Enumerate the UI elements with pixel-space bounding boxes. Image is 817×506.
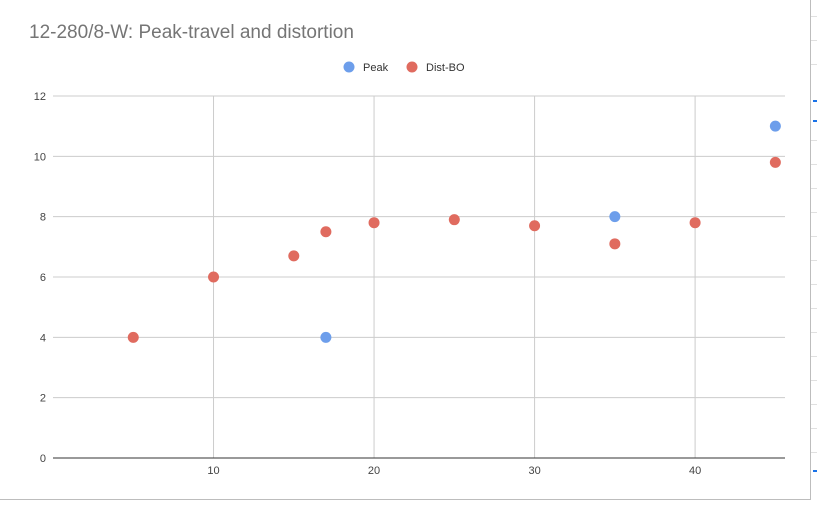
x-tick-label: 40 bbox=[689, 465, 701, 477]
y-tick-label: 0 bbox=[40, 453, 46, 465]
selection-handle-mark bbox=[813, 100, 817, 102]
points-layer bbox=[127, 120, 781, 343]
data-point-peak bbox=[320, 331, 332, 343]
selection-handle-mark bbox=[813, 470, 817, 472]
y-tick-label: 4 bbox=[40, 332, 46, 344]
data-point-dist-bo bbox=[208, 271, 220, 283]
x-tick-label: 10 bbox=[207, 465, 219, 477]
legend-marker bbox=[343, 61, 355, 73]
data-point-dist-bo bbox=[448, 214, 460, 226]
y-tick-label: 2 bbox=[40, 393, 46, 405]
selection-handle-mark bbox=[813, 120, 817, 122]
y-tick-label: 12 bbox=[34, 91, 46, 103]
bottom-panel-edge bbox=[0, 500, 811, 506]
data-point-dist-bo bbox=[127, 331, 139, 343]
legend-marker bbox=[406, 61, 418, 73]
chart-title: 12-280/8-W: Peak-travel and distortion bbox=[29, 22, 354, 43]
y-tick-label: 8 bbox=[40, 212, 46, 224]
scatter-chart: 0 2 4 6 8 10 12 10 20 30 40 Peak Dist-BO bbox=[34, 61, 785, 477]
legend-label: Peak bbox=[363, 62, 389, 74]
data-point-dist-bo bbox=[609, 238, 621, 250]
data-point-peak bbox=[769, 120, 781, 132]
x-tick-label: 30 bbox=[528, 465, 540, 477]
data-point-dist-bo bbox=[529, 220, 541, 232]
data-point-peak bbox=[609, 211, 621, 223]
y-tick-label: 10 bbox=[34, 151, 46, 163]
data-point-dist-bo bbox=[320, 226, 332, 238]
legend: Peak Dist-BO bbox=[343, 61, 465, 74]
right-panel-edge bbox=[811, 0, 817, 506]
data-point-dist-bo bbox=[288, 250, 300, 262]
data-point-dist-bo bbox=[769, 156, 781, 168]
grid-layer bbox=[53, 95, 785, 458]
data-point-dist-bo bbox=[689, 217, 701, 229]
axis-layer: 0 2 4 6 8 10 12 10 20 30 40 bbox=[34, 91, 785, 477]
x-tick-label: 20 bbox=[368, 465, 380, 477]
y-tick-label: 6 bbox=[40, 272, 46, 284]
legend-label: Dist-BO bbox=[426, 62, 465, 74]
data-point-dist-bo bbox=[368, 217, 380, 229]
